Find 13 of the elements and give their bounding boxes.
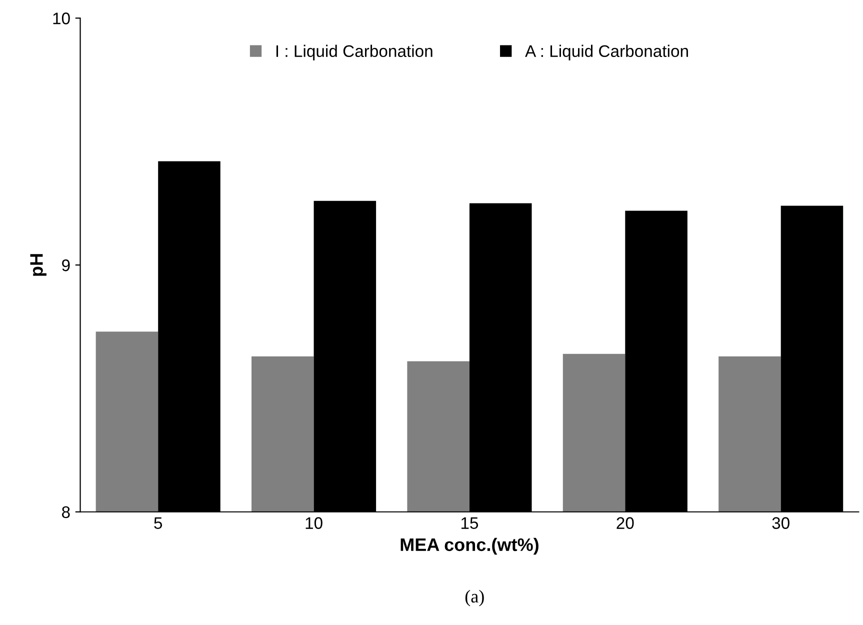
x-tick-label: 5 <box>154 517 162 529</box>
y-tick-label: 10 <box>53 12 70 24</box>
x-tick-label: 20 <box>616 517 634 529</box>
text: (a) <box>465 590 484 606</box>
y-axis-title: pH <box>30 254 46 276</box>
x-tick-label: 10 <box>306 517 322 529</box>
x-tick-label: 30 <box>772 517 790 529</box>
x-axis-title: MEA conc.(wt%) <box>400 538 538 555</box>
y-tick-label: 9 <box>62 259 70 272</box>
y-tick-label: 8 <box>62 506 70 518</box>
legend-label: A : Liquid Carbonation <box>525 44 688 60</box>
x-tick-label: 15 <box>461 517 478 529</box>
legend-label: I : Liquid Carbonation <box>276 44 432 60</box>
